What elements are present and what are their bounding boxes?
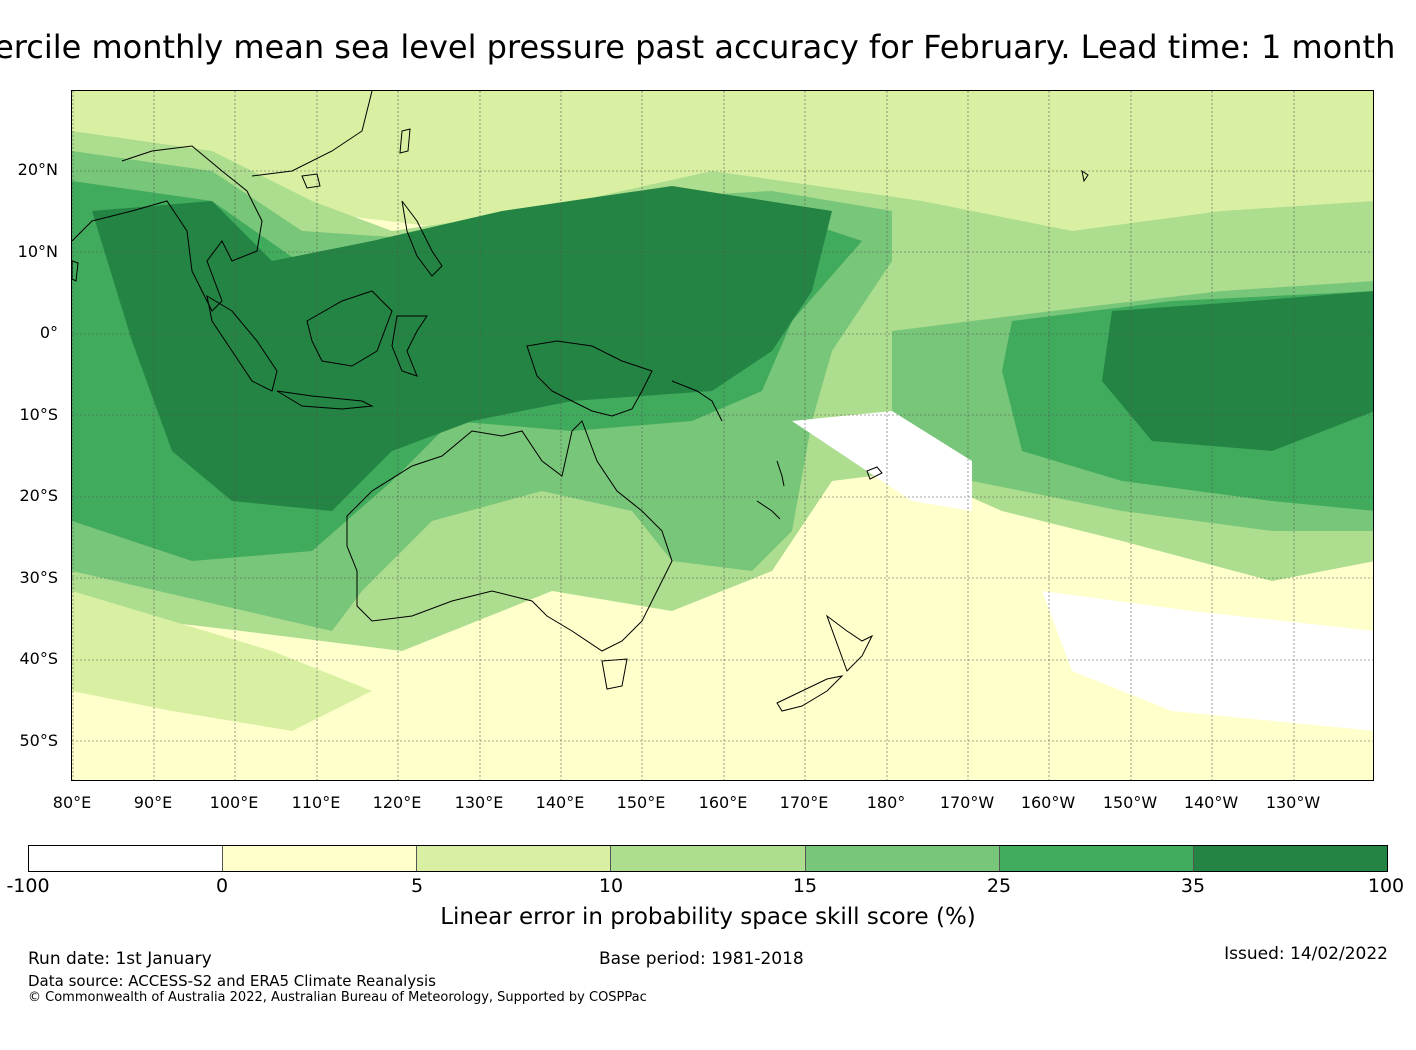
lon-label-170w: 170°W xyxy=(939,793,995,812)
lon-label-130e: 130°E xyxy=(454,793,504,812)
lon-label-150w: 150°W xyxy=(1102,793,1158,812)
coastlines xyxy=(72,91,1089,712)
coast-indochina xyxy=(72,145,263,312)
colorbar-segment-6 xyxy=(999,846,1194,871)
colorbar-segment-7 xyxy=(1193,846,1387,871)
coast-philippines xyxy=(401,200,443,277)
lon-label-100e: 100°E xyxy=(209,793,259,812)
issued-date: Issued: 14/02/2022 xyxy=(1224,944,1388,964)
lon-label-180: 180° xyxy=(866,793,906,812)
lon-label-160e: 160°E xyxy=(698,793,748,812)
lon-label-110e: 110°E xyxy=(291,793,341,812)
map-title: Tercile monthly mean sea level pressure … xyxy=(0,28,1396,66)
coast-china xyxy=(251,91,373,177)
lat-label-20n: 20°N xyxy=(17,160,58,179)
coast-borneo xyxy=(306,290,393,367)
colorbar-segment-3 xyxy=(417,846,612,871)
coast-new-zealand-north xyxy=(825,614,874,672)
region-light-south xyxy=(72,591,372,731)
colorbar-segment-4 xyxy=(611,846,806,871)
coast-hainan xyxy=(301,173,321,189)
colorbar-label: Linear error in probability space skill … xyxy=(440,904,976,930)
colorbar-segment-2 xyxy=(223,846,418,871)
coast-sulawesi xyxy=(391,315,428,377)
region-white-south xyxy=(1042,591,1373,731)
data-source: Data source: ACCESS-S2 and ERA5 Climate … xyxy=(28,972,436,990)
colorbar-tick: 100 xyxy=(1367,875,1405,897)
lon-label-120e: 120°E xyxy=(372,793,422,812)
coast-tasmania xyxy=(601,658,628,690)
lon-label-150e: 150°E xyxy=(616,793,666,812)
lat-label-30s: 30°S xyxy=(19,568,58,587)
base-period: Base period: 1981-2018 xyxy=(599,949,804,969)
skill-map-svg xyxy=(72,91,1373,780)
skill-score-map xyxy=(71,90,1374,781)
lat-label-50s: 50°S xyxy=(19,731,58,750)
coast-new-zealand-south xyxy=(776,675,844,712)
region-dark-east xyxy=(1102,291,1373,451)
colorbar xyxy=(28,845,1388,872)
coast-taiwan xyxy=(399,128,411,154)
coast-fiji xyxy=(866,466,883,480)
colorbar-tick: 5 xyxy=(410,875,424,897)
colorbar-segment-1 xyxy=(29,846,224,871)
coast-solomon-is xyxy=(671,380,723,422)
lat-label-20s: 20°S xyxy=(19,486,58,505)
lon-label-140e: 140°E xyxy=(535,793,585,812)
copyright: © Commonwealth of Australia 2022, Austra… xyxy=(28,990,647,1005)
lat-label-40s: 40°S xyxy=(19,649,58,668)
lon-label-130w: 130°W xyxy=(1265,793,1321,812)
lon-label-90e: 90°E xyxy=(133,793,173,812)
region-white-central xyxy=(792,411,972,511)
colorbar-tick: 0 xyxy=(215,875,229,897)
colorbar-tick: 10 xyxy=(598,875,624,897)
lon-label-80e: 80°E xyxy=(52,793,92,812)
colorbar-tick: 35 xyxy=(1180,875,1206,897)
coast-new-caledonia xyxy=(756,500,781,520)
lon-label-140w: 140°W xyxy=(1183,793,1239,812)
colorbar-segment-5 xyxy=(805,846,1000,871)
region-dark xyxy=(92,186,832,511)
lon-label-160w: 160°W xyxy=(1020,793,1076,812)
coast-vanuatu xyxy=(776,460,785,487)
colorbar-tick: -100 xyxy=(6,875,50,897)
lat-label-10s: 10°S xyxy=(19,405,58,424)
coast-australia xyxy=(346,420,673,652)
colorbar-tick: 25 xyxy=(986,875,1012,897)
coast-sri-lanka xyxy=(72,260,79,282)
coast-sumatra xyxy=(206,294,278,392)
lat-label-0: 0° xyxy=(39,323,58,342)
lon-label-170e: 170°E xyxy=(779,793,829,812)
coast-java xyxy=(276,390,374,410)
run-date: Run date: 1st January xyxy=(28,949,212,969)
graticule xyxy=(72,91,1373,780)
coast-hawaii xyxy=(1081,169,1089,183)
coast-new-guinea xyxy=(526,340,653,417)
lat-label-10n: 10°N xyxy=(17,242,58,261)
colorbar-tick: 15 xyxy=(792,875,818,897)
